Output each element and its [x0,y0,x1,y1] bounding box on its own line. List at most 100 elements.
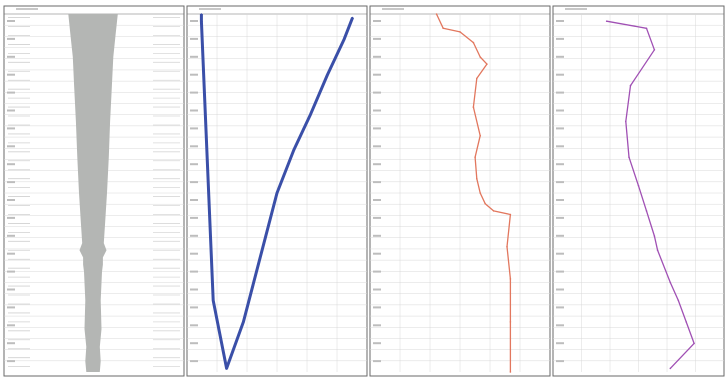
track-4-point [677,299,680,302]
header-mark [16,8,38,10]
depth-tick-mark [7,145,15,148]
track-3-point [509,371,512,373]
depth-tick-mark [7,216,15,219]
track-3-point [472,106,475,108]
header-mark [565,8,587,10]
depth-tick-mark [373,306,381,309]
depth-tick-mark [7,288,15,291]
depth-tick-mark [373,270,381,273]
track-3-point [472,41,475,44]
track-3 [369,5,551,377]
depth-tick-mark [7,109,15,112]
track-4-point [653,235,656,237]
track-3-point [479,56,482,58]
track-4-point [645,27,648,30]
depth-tick-mark [556,20,564,22]
track-frame [552,5,725,377]
depth-tick-mark [373,127,381,130]
track-4-point [685,321,687,323]
track-3-point [509,278,512,280]
depth-tick-mark [373,37,381,40]
depth-tick-mark [373,288,381,291]
depth-tick-mark [373,181,381,184]
depth-tick-mark [556,199,564,201]
depth-tick-mark [190,216,198,219]
depth-tick-mark [190,270,198,273]
depth-tick-mark [7,342,15,345]
depth-tick-mark [373,342,381,345]
depth-tick-mark [190,145,198,148]
depth-tick-mark [556,109,564,112]
depth-tick-mark [7,199,15,201]
depth-tick-mark [7,127,15,130]
track-4-point [625,120,627,123]
depth-tick-mark [7,91,15,94]
depth-tick-mark [190,306,198,309]
header-mark [382,8,404,10]
track-2-point [225,367,228,370]
track-3-point [435,13,438,15]
depth-tick-mark [373,109,381,112]
track-2-point [351,16,354,19]
track-2-point [200,13,203,15]
track-3-point [479,134,482,137]
track-4-point [653,49,656,51]
track-2-point [212,299,214,302]
depth-tick-mark [190,234,198,237]
depth-tick-mark [556,37,564,40]
track-4-point [637,185,640,187]
depth-tick-mark [373,199,381,201]
track-2 [186,5,368,377]
track-3-point [459,31,461,33]
depth-tick-mark [556,216,564,219]
track-frame [186,5,368,377]
depth-tick-mark [190,127,198,130]
track-2-point [200,20,203,23]
track-2-point [276,192,278,194]
depth-tick-mark [190,360,198,363]
depth-tick-mark [556,270,564,273]
depth-tick-mark [190,288,198,291]
tracks-layer [3,5,725,377]
track-3-point [506,245,508,248]
depth-tick-mark [190,181,198,184]
depth-tick-mark [556,127,564,130]
depth-tick-mark [556,306,564,309]
depth-tick-mark [7,360,15,363]
track-3-point [484,202,487,205]
depth-tick-mark [373,324,381,327]
depth-tick-mark [190,20,198,22]
depth-tick-mark [373,91,381,94]
track-4-point [645,210,648,212]
depth-tick-mark [373,73,381,76]
depth-tick-mark [190,109,198,112]
depth-tick-mark [373,55,381,58]
depth-tick-mark [190,73,198,76]
depth-tick-mark [373,145,381,148]
header-mark [199,8,221,10]
depth-tick-mark [556,181,564,184]
depth-tick-mark [556,55,564,58]
track-3-point [474,156,476,158]
depth-tick-mark [190,163,198,166]
depth-tick-mark [373,360,381,363]
depth-tick-mark [7,37,15,40]
depth-tick-mark [7,20,15,22]
track-3-point [509,213,512,216]
track-4-point [629,84,632,87]
track-4-point [693,342,695,345]
depth-tick-mark [190,91,198,94]
depth-tick-mark [556,252,564,255]
depth-tick-mark [7,324,15,327]
depth-tick-mark [190,55,198,58]
depth-tick-mark [190,342,198,345]
depth-tick-mark [556,342,564,345]
track-2-point [326,74,329,76]
depth-tick-mark [7,181,15,184]
depth-tick-mark [7,234,15,237]
depth-tick-mark [373,163,381,166]
depth-tick-mark [190,252,198,255]
depth-tick-mark [556,91,564,94]
